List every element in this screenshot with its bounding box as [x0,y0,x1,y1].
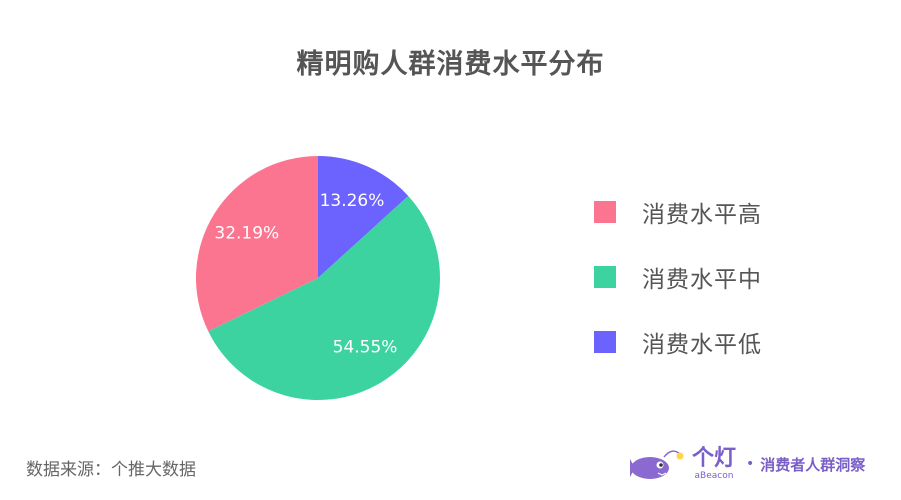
legend-label-mid: 消费水平中 [642,267,762,293]
slice-label-mid: 54.55% [333,338,398,358]
fish-mascot-icon [630,450,684,479]
brand-logo: 个灯 aBeacon • 消费者人群洞察 [628,442,865,486]
slice-label-high: 32.19% [214,223,279,243]
legend-label-high: 消费水平高 [642,202,762,228]
pie-slice-mid[interactable] [208,195,441,401]
legend-item-high[interactable]: 消费水平高 [594,196,762,228]
pie-slice-low[interactable] [318,156,409,278]
legend-swatch-mid [594,266,616,288]
legend: 消费水平高 消费水平中 消费水平低 [594,196,762,391]
legend-label-low: 消费水平低 [642,332,762,358]
chart-title: 精明购人群消费水平分布 [296,49,605,80]
legend-swatch-high [594,201,616,223]
brand-name-cn: 个灯 [692,445,737,471]
slice-label-low: 13.26% [320,191,385,211]
legend-item-low[interactable]: 消费水平低 [594,326,762,358]
legend-swatch-low [594,331,616,353]
data-source-note: 数据来源：个推大数据 [26,460,196,480]
brand-tagline: 消费者人群洞察 [760,455,866,474]
brand-name-en: aBeacon [694,470,734,481]
brand-separator-dot: • [746,456,755,472]
legend-item-mid[interactable]: 消费水平中 [594,261,762,293]
pie-slice-high[interactable] [196,156,318,332]
